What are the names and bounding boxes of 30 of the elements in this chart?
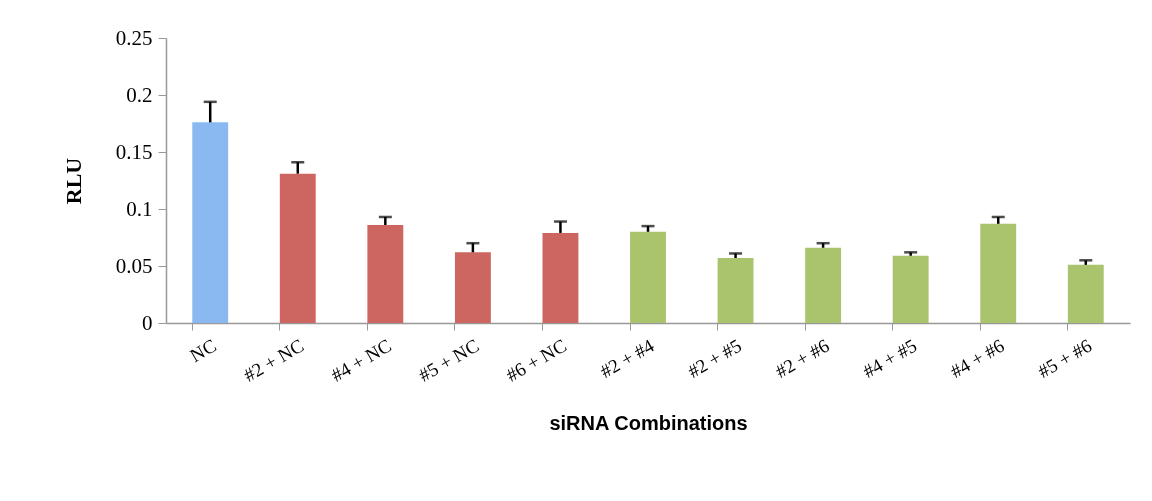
bar <box>717 258 754 323</box>
y-tick-label: 0 <box>142 310 153 335</box>
x-tick-label: #6 + NC <box>502 334 570 386</box>
bar <box>367 224 404 323</box>
bar <box>279 173 316 323</box>
y-axis-title: RLU <box>60 157 86 205</box>
bar <box>892 255 929 323</box>
bar <box>542 232 579 323</box>
x-tick-label: #5 + #6 <box>1034 334 1096 383</box>
x-axis-title: siRNA Combinations <box>549 411 748 434</box>
bar <box>805 247 842 323</box>
x-tick-label: #4 + #6 <box>946 334 1008 383</box>
bar <box>980 223 1017 323</box>
y-tick-label: 0.1 <box>126 196 153 221</box>
y-tick-label: 0.25 <box>115 25 153 50</box>
y-tick-label: 0.05 <box>115 253 153 278</box>
y-tick-label: 0.2 <box>126 82 153 107</box>
bar <box>1067 264 1104 323</box>
bar <box>630 231 666 323</box>
x-tick-label: #4 + #5 <box>859 334 921 383</box>
bar <box>192 122 229 323</box>
x-tick-label: #4 + NC <box>327 334 395 386</box>
bar <box>454 252 491 323</box>
x-tick-label: #2 + #5 <box>684 334 746 383</box>
x-tick-label: #5 + NC <box>415 334 483 386</box>
x-tick-label: #2 + #4 <box>596 334 658 383</box>
x-tick-label: #2 + #6 <box>771 334 833 383</box>
x-tick-label: NC <box>186 334 220 367</box>
y-tick-label: 0.15 <box>115 139 153 164</box>
x-tick-label: #2 + NC <box>239 334 308 386</box>
